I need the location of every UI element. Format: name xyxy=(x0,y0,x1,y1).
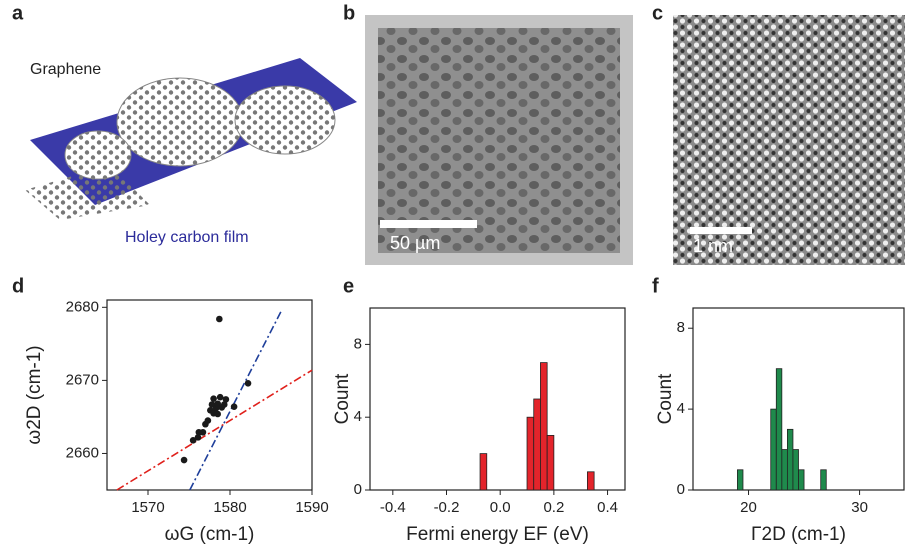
bar xyxy=(781,449,788,491)
x-tick-label: 0.0 xyxy=(490,499,511,516)
point xyxy=(216,393,224,401)
y-axis-label: ω2D (cm-1) xyxy=(24,345,45,444)
scale-bar xyxy=(380,220,477,228)
x-axis-label: ωG (cm-1) xyxy=(165,524,255,545)
bar xyxy=(540,362,548,491)
substrate-label: Holey carbon film xyxy=(125,229,249,246)
plot-frame xyxy=(369,307,626,491)
point xyxy=(210,409,217,417)
bar xyxy=(533,398,541,491)
bar xyxy=(820,469,827,491)
bar xyxy=(479,453,488,491)
x-tick-label: 1580 xyxy=(213,499,246,516)
point xyxy=(194,434,202,441)
graphene xyxy=(235,86,335,154)
point xyxy=(210,395,217,402)
x-tick-label: 0.2 xyxy=(543,499,564,516)
scale-bar xyxy=(690,227,752,234)
graphene-flake xyxy=(25,165,150,220)
x-tick-label: -0.4 xyxy=(380,499,406,516)
y-tick-label: 8 xyxy=(354,335,362,352)
point xyxy=(220,401,228,408)
x-axis-label: Fermi energy EF (eV) xyxy=(406,524,589,545)
scale-label: 50 µm xyxy=(390,233,440,253)
panel-label: d xyxy=(12,275,24,297)
y-tick-label: 2680 xyxy=(66,298,99,315)
y-tick-label: 2660 xyxy=(66,444,99,461)
bar xyxy=(792,449,799,491)
sem-holes xyxy=(378,28,620,253)
bar xyxy=(737,469,744,491)
graphene xyxy=(117,78,243,166)
point xyxy=(204,417,212,424)
fit-line xyxy=(116,369,313,491)
point xyxy=(189,437,197,444)
y-tick-label: 4 xyxy=(677,400,685,417)
bar xyxy=(587,471,595,491)
point xyxy=(222,396,230,403)
bar xyxy=(526,416,535,491)
x-tick-label: 20 xyxy=(740,499,757,516)
y-tick-label: 0 xyxy=(677,481,685,498)
panel-label: a xyxy=(12,2,24,24)
y-axis-label: Count xyxy=(332,373,353,424)
fit-line xyxy=(189,309,283,491)
graphene-label: Graphene xyxy=(30,61,101,78)
x-tick-label: 1590 xyxy=(295,499,328,516)
panel-label: c xyxy=(652,2,663,24)
bar xyxy=(798,469,805,491)
panel-label: e xyxy=(343,275,354,297)
y-tick-label: 4 xyxy=(354,408,362,425)
tem-image xyxy=(673,15,905,265)
point xyxy=(244,380,252,387)
x-tick-label: 30 xyxy=(851,499,868,516)
bar xyxy=(770,408,777,491)
x-tick-label: -0.2 xyxy=(434,499,460,516)
bar xyxy=(546,434,555,491)
point xyxy=(216,315,223,323)
panel-label: b xyxy=(343,2,355,24)
y-axis-label: Count xyxy=(655,373,676,424)
point xyxy=(180,456,188,464)
plot-frame xyxy=(106,299,313,491)
bar xyxy=(775,368,783,491)
x-tick-label: 0.4 xyxy=(597,499,618,516)
scale-label: 1 nm xyxy=(693,236,733,256)
point xyxy=(199,428,207,436)
point xyxy=(230,403,238,410)
x-axis-label: Γ2D (cm-1) xyxy=(751,524,846,545)
graphene xyxy=(65,131,131,179)
y-tick-label: 8 xyxy=(677,319,685,336)
y-tick-label: 0 xyxy=(354,481,362,498)
bar xyxy=(786,428,794,491)
y-tick-label: 2670 xyxy=(66,371,99,388)
panel-label: f xyxy=(652,275,659,297)
x-tick-label: 1570 xyxy=(131,499,164,516)
